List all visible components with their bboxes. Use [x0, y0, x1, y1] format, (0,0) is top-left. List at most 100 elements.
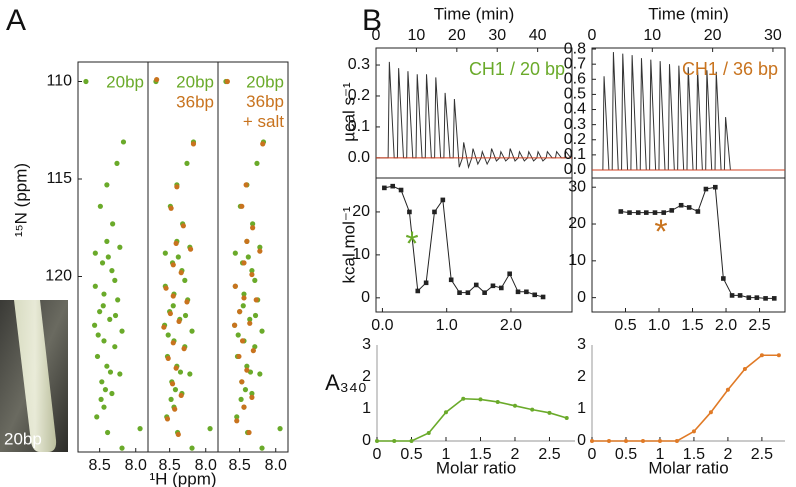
y-tick-label: 0.4	[564, 101, 586, 118]
peak	[137, 426, 143, 432]
peak	[189, 445, 195, 451]
data-point	[652, 210, 658, 215]
peak	[172, 406, 178, 412]
data-point	[415, 288, 421, 294]
data-point	[392, 439, 397, 443]
y-tick-label: 2	[577, 368, 586, 385]
x-axis-label: Molar ratio	[436, 458, 516, 477]
x-tick-label: 1.5	[681, 317, 703, 334]
peak	[170, 293, 176, 299]
data-point	[490, 283, 496, 289]
x-tick-label: 1	[442, 446, 451, 463]
data-point	[473, 282, 479, 288]
peak	[260, 141, 266, 147]
data-point	[448, 277, 454, 283]
y-axis-label: A₃₄₀	[325, 370, 367, 395]
peak	[112, 277, 118, 283]
y-tick-label: 0.8	[564, 40, 586, 57]
y-tick-label: 0	[361, 289, 370, 306]
y-tick-label: 0.2	[348, 87, 370, 104]
peak	[165, 332, 171, 338]
x-tick-label: 0.5	[400, 446, 422, 463]
x-tick-label: 0.5	[614, 317, 636, 334]
peak	[101, 338, 107, 344]
x-tick-label: 0	[373, 446, 382, 463]
data-point	[661, 210, 667, 215]
peak	[232, 283, 238, 289]
annotation: CH1 / 36 bp	[682, 59, 778, 79]
data-point	[382, 185, 387, 191]
peak	[120, 139, 127, 145]
data-line	[384, 185, 544, 298]
x-tick-label: 2.5	[748, 317, 770, 334]
peak	[119, 328, 125, 334]
peak	[101, 291, 107, 297]
peak	[236, 353, 242, 360]
peak	[184, 160, 190, 166]
peak	[94, 414, 100, 420]
peak	[182, 312, 189, 319]
peak	[187, 246, 194, 252]
peak	[101, 404, 107, 410]
data-point	[547, 410, 552, 415]
peak	[234, 414, 240, 420]
peak	[177, 369, 184, 375]
y-tick-label: 0.3	[348, 56, 370, 73]
peak	[254, 160, 260, 166]
data-line	[592, 354, 779, 442]
peak	[241, 295, 247, 301]
data-point	[606, 439, 611, 443]
data-point	[532, 292, 538, 298]
peak	[175, 431, 181, 438]
peak	[92, 250, 98, 256]
peak	[163, 285, 169, 291]
peak	[239, 338, 246, 344]
y-tick-label: 0.1	[348, 118, 370, 135]
data-point	[423, 280, 429, 286]
data-point	[375, 439, 379, 443]
peak	[176, 318, 182, 324]
legend-label: 20bp	[106, 72, 144, 91]
peak	[253, 297, 259, 303]
y-tick-label: 1	[577, 400, 586, 417]
y-tick-label: 0.3	[564, 116, 586, 133]
data-point	[409, 439, 414, 443]
data-point	[771, 296, 777, 301]
x-tick-label: 10	[643, 27, 661, 44]
peak	[187, 371, 193, 377]
peak	[252, 277, 258, 283]
x-tick-label: 2	[723, 446, 732, 463]
data-point	[640, 439, 645, 443]
peak	[234, 418, 240, 424]
y-axis-label: ¹⁵N (ppm)	[11, 163, 30, 237]
x-tick-label: 0	[588, 446, 597, 463]
peak	[180, 223, 186, 229]
data-point	[495, 399, 500, 404]
peak	[154, 76, 160, 83]
peak	[109, 268, 115, 274]
peak	[117, 371, 123, 377]
data-point	[708, 410, 713, 415]
peak	[112, 312, 119, 319]
y-axis-label: kcal mol⁻¹	[339, 206, 358, 283]
peak	[277, 426, 283, 432]
peak	[83, 78, 89, 85]
x-tick-label: 20	[448, 27, 466, 44]
peak	[238, 396, 244, 402]
data-point	[443, 410, 448, 415]
y-tick-label: 110	[46, 73, 72, 90]
data-point	[691, 429, 696, 434]
y-tick-label: 2	[362, 368, 371, 385]
data-point	[623, 439, 628, 443]
data-point	[713, 184, 718, 190]
peak	[241, 291, 247, 297]
peak	[97, 309, 103, 315]
x-axis-label: Time (min)	[648, 4, 729, 23]
plot-frame	[375, 177, 573, 313]
data-point	[515, 289, 521, 295]
peak	[169, 381, 176, 387]
peak	[235, 332, 241, 338]
x-tick-label: 1.0	[648, 317, 670, 334]
